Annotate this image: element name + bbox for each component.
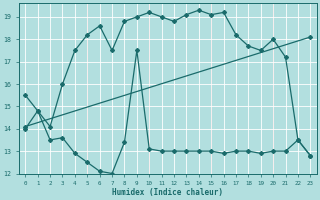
X-axis label: Humidex (Indice chaleur): Humidex (Indice chaleur) (112, 188, 223, 197)
